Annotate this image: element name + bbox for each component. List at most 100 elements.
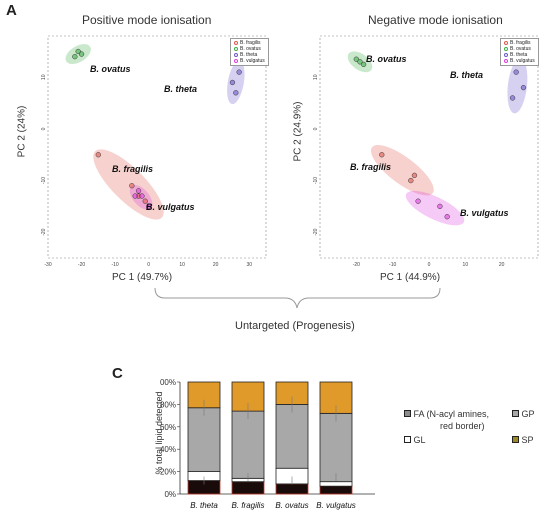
y-tick-label: 10 (41, 74, 47, 80)
data-point (520, 84, 527, 91)
data-point (411, 172, 418, 179)
data-point (444, 214, 450, 220)
legend-text: B. ovatus (240, 46, 261, 52)
bracket-label: Untargeted (Progenesis) (235, 320, 355, 332)
x-tick-label: -10 (111, 262, 118, 268)
cluster-label: B. vulgatus (146, 202, 195, 212)
x-tick-label: 0 (147, 262, 150, 268)
x-tick-label: -10 (389, 262, 396, 268)
pos-ylabel: PC 2 (24%) (16, 105, 28, 158)
cluster-label: B. ovatus (90, 64, 131, 74)
data-point (353, 56, 359, 62)
y-tick-label: 10 (313, 74, 319, 80)
x-tick-label: -30 (44, 262, 51, 268)
neg-legend: B. fragilis B. ovatus B. theta B. vulgat… (500, 38, 539, 66)
bar-segment (231, 481, 265, 495)
data-point (145, 203, 152, 210)
confidence-ellipse (405, 190, 465, 226)
cluster-label: B. fragilis (112, 164, 153, 174)
data-point (509, 95, 516, 101)
stacked-bar-chart: 0% 20% 40% 60% 80% 100% B. theta B. fragilis B. … (160, 378, 375, 510)
plot-frame (319, 35, 539, 259)
fa-swatch (404, 410, 411, 417)
data-point (132, 193, 138, 199)
data-point (437, 203, 443, 210)
x-tick-label: 20 (213, 262, 219, 268)
legend-text: B. vulgatus (510, 58, 535, 64)
x-tick-label: 30 (246, 262, 252, 268)
y-tick-label: 40% (160, 445, 176, 454)
plot-frame (47, 35, 267, 259)
x-tick-label: -20 (78, 262, 85, 268)
y-tick-label: -10 (41, 177, 47, 184)
data-point (357, 59, 363, 65)
bracket (154, 288, 441, 309)
x-category-label: B. ovatus (275, 501, 308, 510)
legend-sym-ovatus (234, 47, 238, 51)
bar-segment (275, 404, 309, 469)
data-point (142, 198, 148, 204)
pos-title: Positive mode ionisation (82, 13, 212, 27)
legend-sym-fragilis (234, 41, 238, 45)
confidence-ellipse (227, 60, 245, 105)
x-category-label: B. theta (190, 501, 218, 510)
legend-sym-theta (504, 53, 508, 57)
legend-item-fragilis: B. fragilis (504, 40, 535, 46)
bar-segment (187, 407, 221, 472)
data-point (360, 61, 367, 68)
pos-xlabel: PC 1 (49.7%) (112, 272, 173, 283)
cluster-label: B. theta (450, 70, 483, 80)
y-tick-label: 60% (160, 423, 176, 432)
gp-swatch (512, 410, 519, 417)
y-tick-label: 0% (164, 490, 176, 499)
bar-segment (231, 410, 265, 479)
data-point (408, 177, 414, 184)
x-tick-label: 10 (179, 262, 185, 268)
legend-text: B. vulgatus (240, 58, 265, 64)
y-tick-label: 20% (160, 468, 176, 477)
gl-label: GL (413, 435, 426, 445)
pos-legend: B. fragilis B. ovatus B. theta B. vulgat… (230, 38, 269, 66)
legend-item-theta: B. theta (234, 52, 265, 58)
neg-xlabel: PC 1 (44.9%) (380, 272, 441, 283)
data-point (72, 54, 78, 60)
legend-text: B. theta (240, 52, 258, 58)
legend-item-fragilis: B. fragilis (234, 40, 265, 46)
fa-label: FA (413, 409, 425, 419)
panel-label-c: C (112, 365, 123, 382)
bar-segment (319, 481, 353, 487)
x-category-label: B. fragilis (232, 501, 265, 510)
legend-item-theta: B. theta (504, 52, 535, 58)
y-tick-label: 100% (160, 378, 176, 387)
data-point (129, 183, 135, 189)
data-point (513, 69, 519, 75)
x-tick-label: 10 (463, 262, 469, 268)
data-point (415, 198, 421, 204)
x-tick-label: 20 (499, 262, 505, 268)
neg-ylabel: PC 2 (24.9%) (292, 101, 304, 162)
bar-segment (319, 485, 353, 495)
confidence-ellipse (370, 145, 434, 196)
cluster-label: B. theta (164, 84, 197, 94)
y-tick-label: -20 (313, 228, 319, 235)
x-category-label: B. vulgatus (316, 501, 356, 510)
data-point (233, 90, 239, 96)
x-tick-label: 0 (428, 262, 431, 268)
x-tick-label: -20 (353, 262, 360, 268)
legend-item-ovatus: B. ovatus (504, 46, 535, 52)
cluster-label: B. ovatus (366, 54, 407, 64)
y-tick-label: 80% (160, 400, 176, 409)
legend-text: B. ovatus (510, 46, 531, 52)
data-point (379, 152, 385, 158)
fa-note: (N-acyl amines, (426, 409, 490, 419)
data-point (229, 79, 236, 86)
data-point (135, 188, 142, 194)
panel-label-a: A (6, 2, 17, 19)
sp-swatch (512, 436, 519, 443)
fa-note2: red border) (440, 421, 485, 431)
legend-item-ovatus: B. ovatus (234, 46, 265, 52)
legend-text: B. theta (510, 52, 528, 58)
bar-segment (319, 412, 353, 483)
